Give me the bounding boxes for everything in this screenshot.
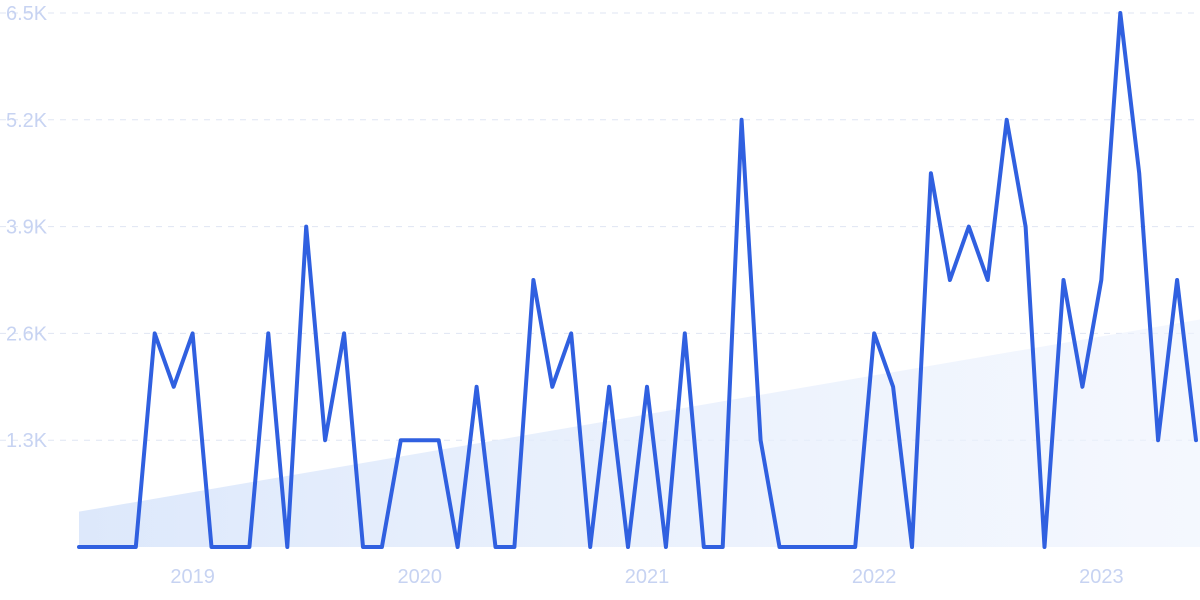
data-point	[967, 225, 971, 229]
data-point	[210, 545, 214, 549]
data-point	[777, 545, 781, 549]
data-point	[437, 438, 441, 442]
data-point	[361, 545, 365, 549]
data-point	[853, 545, 857, 549]
x-axis-tick-labels: 2019 2020 2021 2022 2023	[170, 566, 1123, 588]
data-point	[77, 545, 81, 549]
x-tick-label: 2021	[625, 566, 670, 588]
data-point	[1024, 225, 1028, 229]
x-tick-label: 2022	[852, 566, 897, 588]
data-point	[512, 545, 516, 549]
data-point	[134, 545, 138, 549]
data-point	[247, 545, 251, 549]
data-point	[380, 545, 384, 549]
y-axis-tick-labels: 1.3K 2.6K 3.9K 5.2K 6.5K	[6, 3, 48, 452]
data-point	[399, 438, 403, 442]
data-point	[172, 385, 176, 389]
data-point	[323, 438, 327, 442]
data-point	[1137, 171, 1141, 175]
data-point	[1061, 278, 1065, 282]
data-point	[304, 225, 308, 229]
data-point	[569, 331, 573, 335]
data-point	[815, 545, 819, 549]
data-point	[96, 545, 100, 549]
data-point	[153, 331, 157, 335]
data-point	[664, 545, 668, 549]
data-point	[740, 118, 744, 122]
y-tick-label: 2.6K	[6, 323, 48, 345]
x-tick-label: 2020	[398, 566, 443, 588]
data-point	[1156, 438, 1160, 442]
data-point	[645, 385, 649, 389]
data-point	[285, 545, 289, 549]
data-point	[891, 385, 895, 389]
y-tick-label: 3.9K	[6, 217, 48, 239]
data-point	[1005, 118, 1009, 122]
data-point	[456, 545, 460, 549]
data-point	[929, 171, 933, 175]
data-point	[1043, 545, 1047, 549]
y-tick-label: 5.2K	[6, 110, 48, 132]
data-point	[342, 331, 346, 335]
data-point	[702, 545, 706, 549]
x-tick-label: 2019	[170, 566, 215, 588]
data-point	[683, 331, 687, 335]
data-point	[796, 545, 800, 549]
data-point	[475, 385, 479, 389]
data-point	[588, 545, 592, 549]
data-point	[948, 278, 952, 282]
data-point	[910, 545, 914, 549]
series-line-0	[77, 11, 1198, 549]
data-point	[834, 545, 838, 549]
data-point	[1080, 385, 1084, 389]
data-point	[191, 331, 195, 335]
data-point	[550, 385, 554, 389]
data-point	[1099, 278, 1103, 282]
x-tick-label: 2023	[1079, 566, 1124, 588]
data-point	[1118, 11, 1122, 15]
y-tick-label: 6.5K	[6, 3, 48, 25]
data-point	[759, 438, 763, 442]
y-tick-label: 1.3K	[6, 430, 48, 452]
data-point	[418, 438, 422, 442]
data-point	[872, 331, 876, 335]
data-point	[721, 545, 725, 549]
data-point	[531, 278, 535, 282]
data-point	[115, 545, 119, 549]
data-point	[986, 278, 990, 282]
data-point	[1194, 438, 1198, 442]
data-point	[1175, 278, 1179, 282]
data-point	[228, 545, 232, 549]
data-point	[626, 545, 630, 549]
data-point	[494, 545, 498, 549]
data-point	[266, 331, 270, 335]
data-point	[607, 385, 611, 389]
series-group	[77, 11, 1198, 549]
